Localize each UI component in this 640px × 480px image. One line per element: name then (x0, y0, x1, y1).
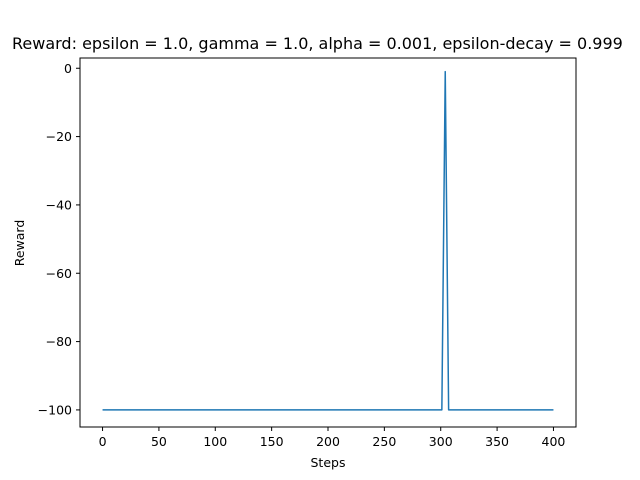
x-tick-label: 0 (99, 434, 107, 449)
y-tick-label: −80 (46, 334, 72, 349)
x-tick-label: 300 (429, 434, 453, 449)
x-tick-label: 100 (203, 434, 227, 449)
y-tick-label: −60 (46, 266, 72, 281)
x-axis-label: Steps (311, 455, 346, 470)
y-tick-label: −20 (46, 129, 72, 144)
y-tick-label: 0 (64, 61, 72, 76)
y-tick-label: −100 (38, 402, 72, 417)
x-tick-label: 400 (542, 434, 566, 449)
y-axis-label: Reward (12, 220, 27, 267)
axes-frame (79, 57, 577, 428)
x-tick-label: 150 (260, 434, 284, 449)
x-tick-label: 200 (316, 434, 340, 449)
x-tick-label: 250 (372, 434, 396, 449)
series-line-0 (102, 70, 554, 411)
x-tick-label: 350 (485, 434, 509, 449)
chart-title: Reward: epsilon = 1.0, gamma = 1.0, alph… (12, 34, 623, 53)
x-tick-label: 50 (151, 434, 167, 449)
y-tick-label: −40 (46, 197, 72, 212)
